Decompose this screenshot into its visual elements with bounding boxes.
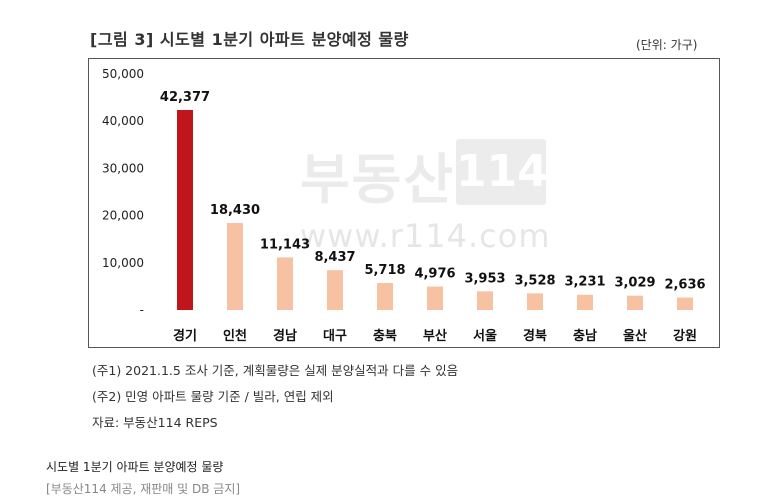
data-label: 3,231 (564, 275, 605, 290)
watermark-url: www.r114.com (300, 217, 551, 255)
figure-title: [그림 3] 시도별 1분기 아파트 분양예정 물량 (90, 30, 409, 49)
data-label: 18,430 (210, 203, 260, 218)
bar-11 (677, 297, 693, 310)
x-tick-label: 충남 (573, 328, 597, 344)
bar-6 (427, 286, 443, 310)
bar-3 (277, 257, 293, 310)
x-tick-label: 경남 (273, 328, 297, 344)
note-2: (주2) 민영 아파트 물량 기준 / 빌라, 연립 제외 (92, 389, 334, 404)
data-label: 11,143 (260, 237, 310, 252)
chart-frame (88, 58, 720, 348)
bar-7 (477, 291, 493, 310)
data-label: 8,437 (314, 250, 355, 265)
watermark-brand: 부동산 (300, 148, 456, 211)
data-label: 42,377 (160, 90, 210, 105)
chart-notes: (주1) 2021.1.5 조사 기준, 계획물량은 실제 분양실적과 다를 수… (92, 358, 458, 436)
y-tick-label: 10,000 (102, 256, 144, 270)
data-label: 2,636 (664, 278, 705, 293)
image-caption: 시도별 1분기 아파트 분양예정 물량 (46, 460, 224, 474)
data-label: 3,953 (464, 271, 505, 286)
y-tick-label: 50,000 (102, 67, 144, 81)
x-tick-label: 인천 (223, 328, 247, 344)
unit-label: (단위: 가구) (636, 38, 698, 52)
x-tick-label: 강원 (673, 328, 697, 344)
y-tick-label: - (140, 303, 144, 317)
watermark: 부동산 114 www.r114.com (300, 135, 560, 255)
y-tick-label: 30,000 (102, 161, 144, 175)
bar-1 (177, 109, 193, 310)
y-tick-label: 40,000 (102, 114, 144, 128)
data-label: 5,718 (364, 263, 405, 278)
note-1: (주1) 2021.1.5 조사 기준, 계획물량은 실제 분양실적과 다를 수… (92, 363, 459, 378)
x-tick-label: 경기 (173, 328, 197, 344)
bar-4 (327, 270, 343, 310)
x-tick-label: 경북 (523, 328, 547, 344)
bar-10 (627, 295, 643, 310)
x-tick-label: 충북 (373, 328, 397, 344)
bar-8 (527, 293, 543, 310)
data-label: 3,029 (614, 276, 655, 291)
watermark-number: 114 (456, 139, 548, 205)
x-tick-label: 울산 (623, 328, 647, 344)
image-credit: [부동산114 제공, 재판매 및 DB 금지] (46, 482, 241, 496)
bar-9 (577, 294, 593, 310)
x-tick-label: 대구 (323, 329, 347, 344)
source-note: 자료: 부동산114 REPS (92, 415, 218, 430)
bar-2 (227, 223, 243, 310)
bar-5 (377, 283, 393, 310)
x-tick-label: 부산 (423, 328, 447, 344)
y-tick-label: 20,000 (102, 209, 144, 223)
x-tick-label: 서울 (473, 328, 497, 344)
data-label: 4,976 (414, 267, 455, 282)
bar-chart: - 10,000 20,000 30,000 40,000 50,000 42,377 경기 1… (102, 67, 706, 344)
data-label: 3,528 (514, 273, 555, 288)
